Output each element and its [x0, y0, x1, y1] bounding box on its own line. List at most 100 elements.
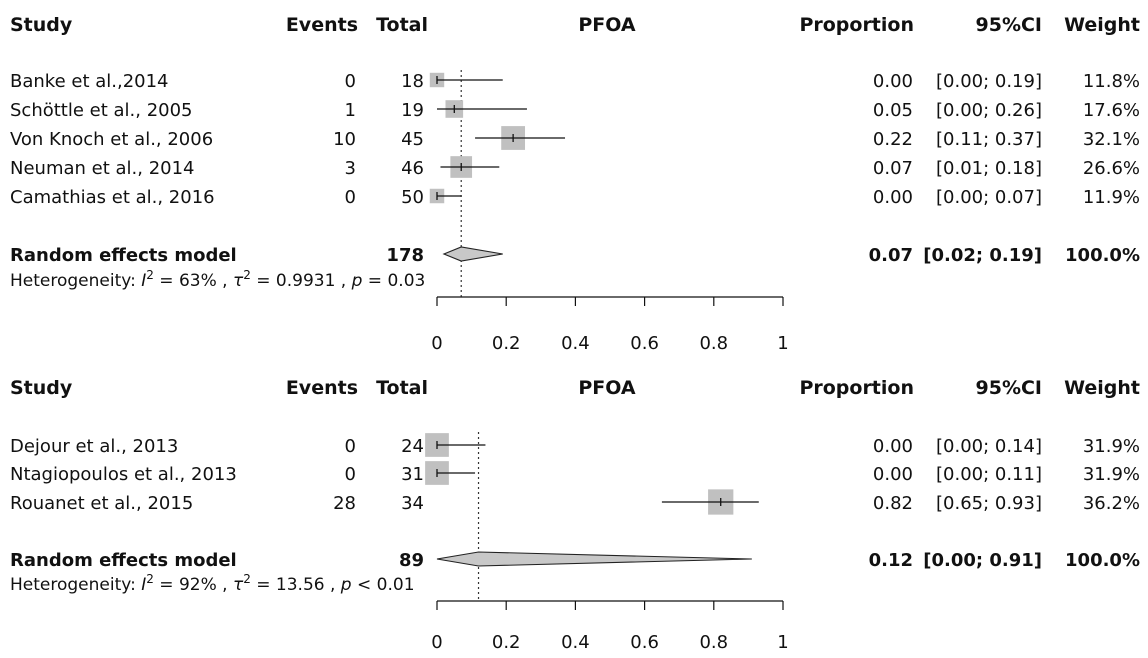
- i2-equals: =: [154, 271, 179, 291]
- x-tick-label: 1: [777, 632, 788, 653]
- x-tick-label: 0.8: [699, 333, 728, 354]
- study-events: 0: [345, 436, 356, 457]
- tau2-value: 13.56: [276, 575, 325, 595]
- study-events: 0: [345, 71, 356, 92]
- study-events: 28: [333, 493, 356, 514]
- study-ci: [0.01; 0.18]: [936, 158, 1042, 179]
- study-ci: [0.11; 0.37]: [936, 129, 1042, 150]
- x-tick-label: 0.6: [630, 632, 659, 653]
- study-ci: [0.00; 0.11]: [936, 464, 1042, 485]
- study-name: Schöttle et al., 2005: [10, 100, 193, 121]
- study-total: 50: [401, 187, 424, 208]
- header-events: Events: [286, 377, 358, 399]
- tau2-symbol: τ: [233, 575, 244, 595]
- model-weight: 100.0%: [1065, 550, 1140, 571]
- tau2-value: 0.9931: [276, 271, 335, 291]
- x-tick-label: 1: [777, 333, 788, 354]
- x-tick-label: 0.4: [561, 333, 590, 354]
- study-proportion: 0.22: [873, 129, 913, 150]
- study-ci: [0.00; 0.07]: [936, 187, 1042, 208]
- forest-panel-2: Study Events Total PFOA Proportion 95%CI Weigh…: [10, 377, 1140, 653]
- study-proportion: 0.00: [873, 71, 913, 92]
- study-name: Ntagiopoulos et al., 2013: [10, 464, 237, 485]
- model-ci: [0.02; 0.19]: [923, 245, 1042, 266]
- study-total: 31: [401, 464, 424, 485]
- x-tick-label: 0: [431, 632, 442, 653]
- tau2-superscript: 2: [243, 268, 251, 282]
- model-proportion: 0.12: [869, 550, 913, 571]
- header-study: Study: [10, 14, 73, 36]
- p-value: 0.01: [377, 575, 415, 595]
- study-events: 10: [333, 129, 356, 150]
- model-proportion: 0.07: [869, 245, 913, 266]
- tau2-symbol: τ: [233, 271, 244, 291]
- header-events: Events: [286, 14, 358, 36]
- heterogeneity-text: Heterogeneity: I2 = 63% , τ2 = 0.9931 , …: [10, 268, 425, 291]
- x-tick-label: 0.4: [561, 632, 590, 653]
- header-plot-title: PFOA: [578, 14, 636, 36]
- i2-symbol: I: [141, 271, 146, 291]
- study-total: 34: [401, 493, 424, 514]
- summary-diamond: [442, 246, 503, 262]
- study-weight: 26.6%: [1083, 158, 1140, 179]
- study-total: 18: [401, 71, 424, 92]
- study-name: Dejour et al., 2013: [10, 436, 178, 457]
- study-name: Rouanet et al., 2015: [10, 493, 193, 514]
- header-weight: Weight: [1064, 14, 1140, 36]
- x-tick-label: 0.8: [699, 632, 728, 653]
- study-events: 1: [345, 100, 356, 121]
- i2-superscript: 2: [146, 268, 154, 282]
- study-weight: 36.2%: [1083, 493, 1140, 514]
- header-ci: 95%CI: [976, 377, 1043, 399]
- i2-symbol: I: [141, 575, 146, 595]
- sep: ,: [217, 575, 233, 595]
- tau2-equals: =: [251, 271, 276, 291]
- study-ci: [0.65; 0.93]: [936, 493, 1042, 514]
- x-tick-label: 0.6: [630, 333, 659, 354]
- p-symbol: p: [351, 271, 363, 291]
- header-total: Total: [376, 14, 428, 36]
- heterogeneity-prefix: Heterogeneity:: [10, 575, 141, 595]
- header-proportion: Proportion: [799, 14, 914, 36]
- model-weight: 100.0%: [1065, 245, 1140, 266]
- i2-value: 63%: [179, 271, 217, 291]
- study-proportion: 0.82: [873, 493, 913, 514]
- study-weight: 17.6%: [1083, 100, 1140, 121]
- sep: ,: [325, 575, 341, 595]
- header-weight: Weight: [1064, 377, 1140, 399]
- study-ci: [0.00; 0.19]: [936, 71, 1042, 92]
- tau2-superscript: 2: [243, 572, 251, 586]
- header-ci: 95%CI: [976, 14, 1043, 36]
- study-proportion: 0.00: [873, 464, 913, 485]
- study-proportion: 0.00: [873, 187, 913, 208]
- study-ci: [0.00; 0.26]: [936, 100, 1042, 121]
- study-proportion: 0.00: [873, 436, 913, 457]
- header-proportion: Proportion: [799, 377, 914, 399]
- study-total: 46: [401, 158, 424, 179]
- i2-value: 92%: [179, 575, 217, 595]
- heterogeneity-prefix: Heterogeneity:: [10, 271, 141, 291]
- study-total: 45: [401, 129, 424, 150]
- study-total: 24: [401, 436, 424, 457]
- p-operator: <: [352, 575, 377, 595]
- i2-superscript: 2: [146, 572, 154, 586]
- p-value: 0.03: [387, 271, 425, 291]
- study-proportion: 0.05: [873, 100, 913, 121]
- i2-equals: =: [154, 575, 179, 595]
- header-study: Study: [10, 377, 73, 399]
- study-total: 19: [401, 100, 424, 121]
- study-name: Neuman et al., 2014: [10, 158, 195, 179]
- tau2-equals: =: [251, 575, 276, 595]
- study-events: 0: [345, 464, 356, 485]
- study-events: 0: [345, 187, 356, 208]
- study-weight: 11.8%: [1083, 71, 1140, 92]
- study-ci: [0.00; 0.14]: [936, 436, 1042, 457]
- study-events: 3: [345, 158, 356, 179]
- x-tick-label: 0.2: [492, 632, 521, 653]
- study-weight: 31.9%: [1083, 436, 1140, 457]
- summary-diamond: [436, 551, 752, 567]
- model-total: 178: [386, 245, 424, 266]
- header-plot-title: PFOA: [578, 377, 636, 399]
- study-weight: 31.9%: [1083, 464, 1140, 485]
